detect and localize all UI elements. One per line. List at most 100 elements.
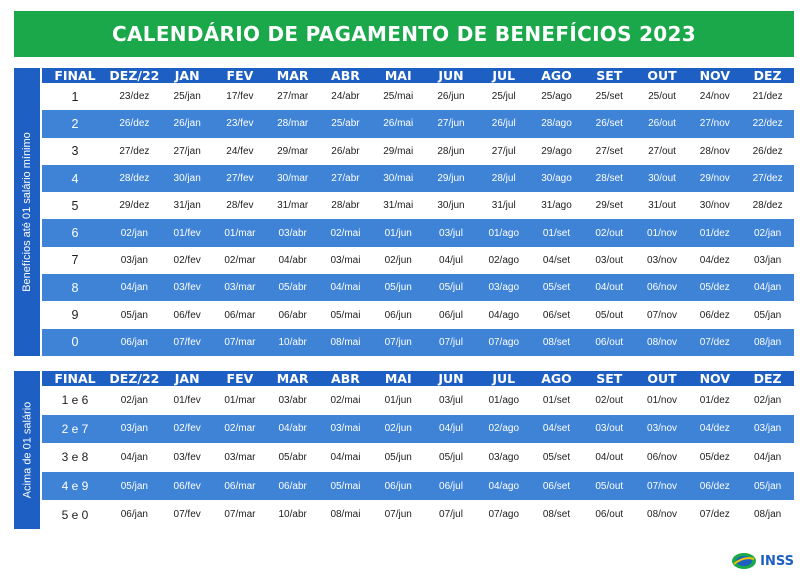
inss-logo: INSS bbox=[731, 552, 794, 570]
payment-date-cell: 01/fev bbox=[160, 219, 214, 247]
payment-date-cell: 28/ago bbox=[530, 110, 583, 138]
payment-date-cell: 30/out bbox=[635, 164, 689, 193]
payment-date-cell: 02/fev bbox=[160, 246, 214, 275]
payment-date-cell: 28/abr bbox=[319, 192, 372, 220]
payment-date-cell: 01/dez bbox=[688, 219, 742, 247]
payment-date-cell: 06/jan bbox=[108, 500, 161, 529]
payment-date-cell: 27/dez bbox=[741, 164, 794, 193]
header-final: FINAL bbox=[42, 68, 108, 83]
payment-date-cell: 05/jan bbox=[108, 471, 161, 501]
payment-date-cell: 06/fev bbox=[160, 301, 214, 329]
payment-date-cell: 25/abr bbox=[319, 110, 372, 138]
payment-date-cell: 30/mar bbox=[266, 164, 320, 193]
payment-date-cell: 17/fev bbox=[213, 83, 267, 111]
payment-date-cell: 03/fev bbox=[160, 443, 214, 472]
payment-date-cell: 07/nov bbox=[635, 301, 689, 329]
table-row: 6 02/jan 01/fev 01/mar 03/abr 02/mai 01/jun 03/… bbox=[42, 219, 794, 247]
final-digit-cell: 4 bbox=[42, 164, 108, 193]
payment-date-cell: 28/dez bbox=[108, 164, 161, 193]
payment-date-cell: 04/mai bbox=[319, 443, 372, 472]
payment-date-cell: 02/mar bbox=[213, 246, 267, 275]
header-month: JUL bbox=[477, 68, 531, 83]
header-month: MAI bbox=[371, 371, 425, 386]
payment-date-cell: 30/nov bbox=[688, 192, 742, 220]
payment-date-cell: 28/dez bbox=[741, 192, 794, 220]
payment-date-cell: 27/mar bbox=[266, 83, 320, 111]
payment-date-cell: 03/mar bbox=[213, 274, 267, 302]
payment-date-cell: 03/fev bbox=[160, 274, 214, 302]
payment-date-cell: 23/fev bbox=[213, 110, 267, 138]
payment-date-cell: 06/nov bbox=[635, 274, 689, 302]
header-month: DEZ/22 bbox=[108, 68, 161, 83]
page-title: CALENDÁRIO DE PAGAMENTO DE BENEFÍCIOS 20… bbox=[112, 22, 696, 46]
payment-date-cell: 06/dez bbox=[688, 471, 742, 501]
payment-date-cell: 26/dez bbox=[741, 137, 794, 165]
header-month: DEZ bbox=[741, 371, 794, 386]
payment-table-above: FINAL DEZ/22 JAN FEV MAR ABR MAI JUN JUL AGO SET OU… bbox=[42, 371, 794, 529]
payment-date-cell: 26/out bbox=[635, 110, 689, 138]
table-row: 9 05/jan 06/fev 06/mar 06/abr 05/mai 06/jun 06/… bbox=[42, 301, 794, 329]
payment-date-cell: 27/dez bbox=[108, 137, 161, 165]
payment-date-cell: 01/nov bbox=[635, 219, 689, 247]
payment-date-cell: 02/jan bbox=[741, 386, 794, 415]
payment-date-cell: 07/ago bbox=[477, 500, 531, 529]
payment-date-cell: 08/mai bbox=[319, 328, 372, 356]
payment-date-cell: 07/fev bbox=[160, 328, 214, 356]
header-month: OUT bbox=[635, 68, 689, 83]
payment-date-cell: 27/nov bbox=[688, 110, 742, 138]
payment-date-cell: 07/mar bbox=[213, 328, 267, 356]
payment-date-cell: 03/mar bbox=[213, 443, 267, 472]
payment-date-cell: 04/jan bbox=[741, 443, 794, 472]
header-month: DEZ bbox=[741, 68, 794, 83]
payment-date-cell: 02/jun bbox=[371, 414, 425, 444]
payment-date-cell: 05/abr bbox=[266, 274, 320, 302]
final-digit-cell: 1 bbox=[42, 83, 108, 111]
payment-date-cell: 04/out bbox=[582, 274, 636, 302]
header-month: FEV bbox=[213, 371, 267, 386]
payment-date-cell: 04/abr bbox=[266, 246, 320, 275]
payment-date-cell: 05/set bbox=[530, 443, 583, 472]
payment-date-cell: 04/set bbox=[530, 246, 583, 275]
payment-date-cell: 05/dez bbox=[688, 443, 742, 472]
payment-date-cell: 26/set bbox=[582, 110, 636, 138]
payment-date-cell: 02/mai bbox=[319, 219, 372, 247]
payment-date-cell: 08/nov bbox=[635, 500, 689, 529]
payment-date-cell: 02/ago bbox=[477, 414, 531, 444]
payment-date-cell: 02/out bbox=[582, 219, 636, 247]
payment-date-cell: 27/fev bbox=[213, 164, 267, 193]
payment-date-cell: 07/fev bbox=[160, 500, 214, 529]
table-header-row: FINAL DEZ/22 JAN FEV MAR ABR MAI JUN JUL AGO SET OU… bbox=[42, 68, 794, 83]
payment-date-cell: 01/jun bbox=[371, 386, 425, 415]
payment-date-cell: 06/fev bbox=[160, 471, 214, 501]
final-digit-cell: 2 bbox=[42, 110, 108, 138]
header-month: ABR bbox=[319, 68, 372, 83]
payment-date-cell: 25/jan bbox=[160, 83, 214, 111]
inss-logo-text: INSS bbox=[760, 553, 794, 569]
payment-date-cell: 05/out bbox=[582, 471, 636, 501]
final-digit-cell: 2 e 7 bbox=[42, 414, 108, 444]
table-row: 3 e 8 04/jan 03/fev 03/mar 05/abr 04/mai 05/ju… bbox=[42, 443, 794, 472]
payment-date-cell: 03/mai bbox=[319, 246, 372, 275]
payment-date-cell: 29/mar bbox=[266, 137, 320, 165]
payment-date-cell: 03/out bbox=[582, 414, 636, 444]
payment-date-cell: 03/abr bbox=[266, 386, 320, 415]
payment-date-cell: 05/jan bbox=[108, 301, 161, 329]
header-month: FEV bbox=[213, 68, 267, 83]
payment-date-cell: 26/dez bbox=[108, 110, 161, 138]
payment-date-cell: 21/dez bbox=[741, 83, 794, 111]
payment-date-cell: 29/mai bbox=[371, 137, 425, 165]
payment-date-cell: 01/jun bbox=[371, 219, 425, 247]
table-row: 7 03/jan 02/fev 02/mar 04/abr 03/mai 02/jun 04/… bbox=[42, 246, 794, 275]
payment-date-cell: 27/set bbox=[582, 137, 636, 165]
payment-date-cell: 01/ago bbox=[477, 386, 531, 415]
table-row: 5 e 0 06/jan 07/fev 07/mar 10/abr 08/mai 07/ju… bbox=[42, 500, 794, 529]
section1-side-label-text: Benefícios até 01 salário mínimo bbox=[21, 132, 33, 292]
header-month: NOV bbox=[688, 68, 742, 83]
final-digit-cell: 3 bbox=[42, 137, 108, 165]
header-month: MAI bbox=[371, 68, 425, 83]
payment-date-cell: 04/dez bbox=[688, 414, 742, 444]
payment-date-cell: 05/out bbox=[582, 301, 636, 329]
payment-date-cell: 04/set bbox=[530, 414, 583, 444]
payment-date-cell: 07/jul bbox=[424, 500, 478, 529]
payment-table-minimum: FINAL DEZ/22 JAN FEV MAR ABR MAI JUN JUL AGO SET OU… bbox=[42, 68, 794, 356]
